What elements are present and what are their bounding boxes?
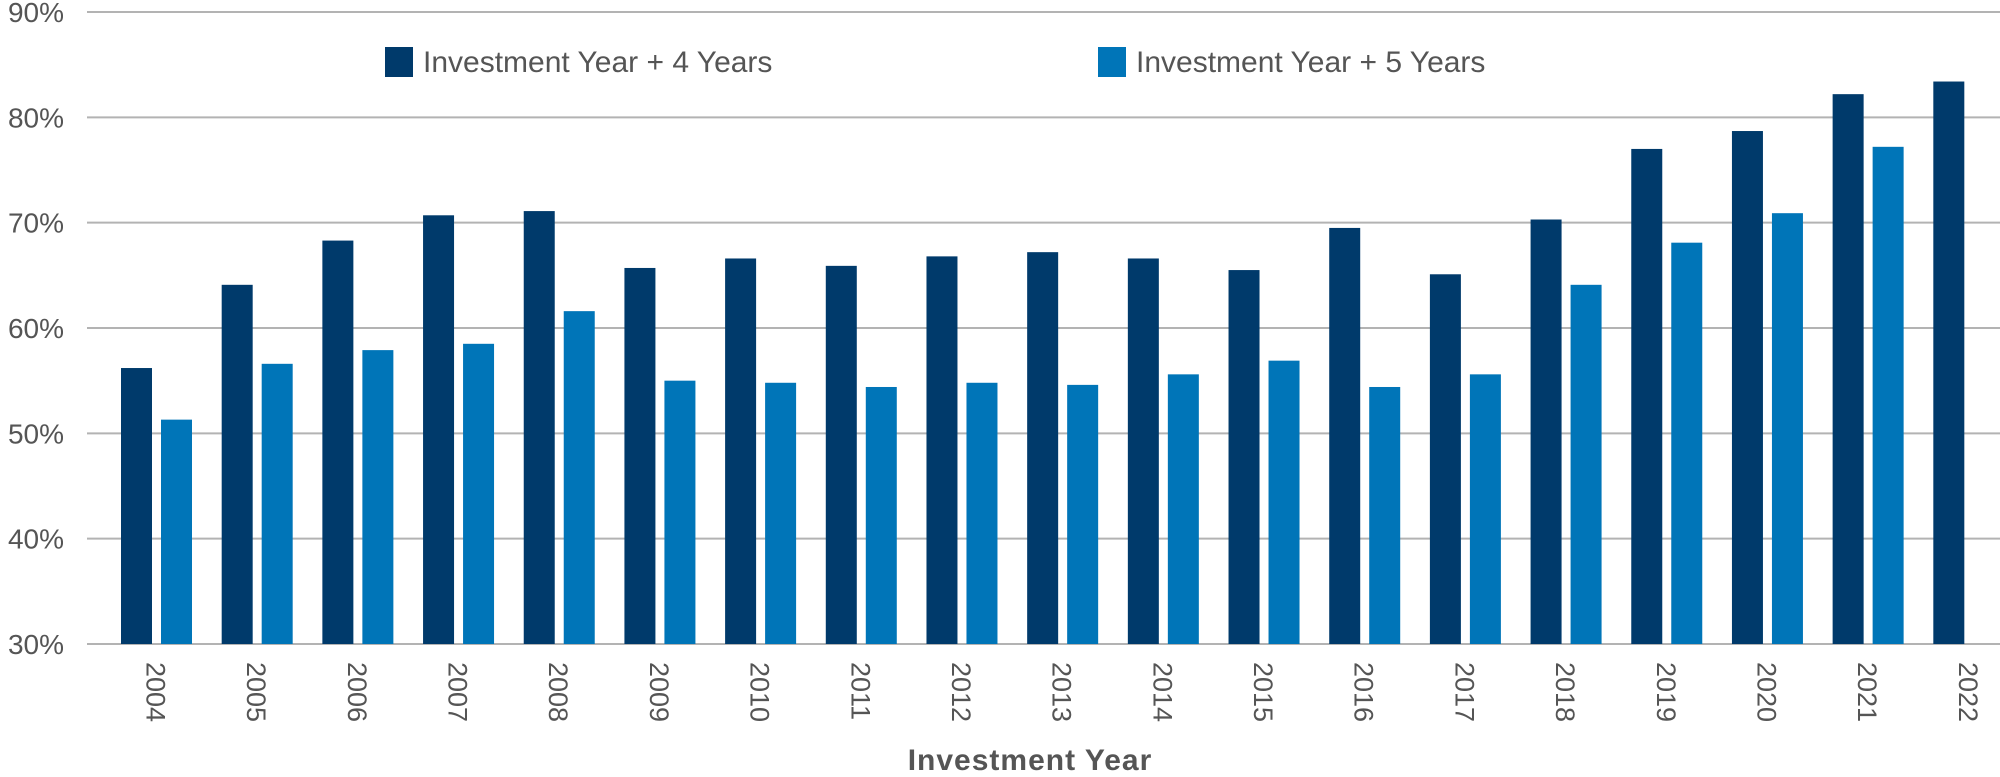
y-axis-ticks: 30% 40% 50% 60% 70% 80% 90% xyxy=(8,0,64,660)
legend-label-series-2: Investment Year + 5 Years xyxy=(1136,46,1485,79)
x-tick-label-2008: 2008 xyxy=(543,662,573,722)
y-tick-label: 60% xyxy=(8,313,64,344)
bar-2016-series-1 xyxy=(1329,227,1361,644)
bar-2021-series-2 xyxy=(1872,146,1904,644)
bar-2005-series-2 xyxy=(261,363,293,644)
bar-2019-series-1 xyxy=(1631,148,1663,644)
bar-2022-series-1 xyxy=(1933,81,1965,644)
bar-2006-series-2 xyxy=(362,350,394,644)
bar-2008-series-2 xyxy=(563,311,595,644)
x-tick-label-2006: 2006 xyxy=(342,662,372,722)
x-tick-label-2020: 2020 xyxy=(1751,662,1781,722)
bar-2007-series-2 xyxy=(463,343,495,644)
bar-2015-series-1 xyxy=(1228,270,1260,644)
bar-2011-series-1 xyxy=(825,265,857,644)
bar-2006-series-1 xyxy=(322,240,354,644)
bar-2021-series-1 xyxy=(1832,94,1864,644)
x-tick-label-2012: 2012 xyxy=(946,662,976,722)
bar-2017-series-1 xyxy=(1429,274,1461,644)
bar-2010-series-1 xyxy=(725,258,757,644)
x-tick-label-2007: 2007 xyxy=(443,662,473,722)
x-axis-title: Investment Year xyxy=(908,744,1153,777)
x-tick-label-2015: 2015 xyxy=(1248,662,1278,722)
x-tick-label-2005: 2005 xyxy=(241,662,271,722)
bar-2013-series-1 xyxy=(1027,252,1059,644)
bar-2020-series-1 xyxy=(1731,131,1763,644)
bar-2012-series-2 xyxy=(966,382,998,644)
bar-2014-series-2 xyxy=(1167,374,1199,644)
bar-2015-series-2 xyxy=(1268,360,1300,644)
bar-2008-series-1 xyxy=(523,211,555,644)
x-tick-label-2022: 2022 xyxy=(1953,662,1983,722)
bar-2018-series-2 xyxy=(1570,284,1602,644)
x-tick-label-2016: 2016 xyxy=(1349,662,1379,722)
bars xyxy=(121,81,1965,645)
bar-2007-series-1 xyxy=(423,215,455,644)
x-tick-label-2017: 2017 xyxy=(1449,662,1479,722)
bar-2004-series-1 xyxy=(121,368,152,644)
x-tick-label-2009: 2009 xyxy=(644,662,674,722)
legend-swatch-series-1 xyxy=(385,47,413,77)
x-tick-label-2011: 2011 xyxy=(845,662,875,720)
bar-2005-series-1 xyxy=(221,284,253,644)
y-tick-label: 80% xyxy=(8,102,64,133)
bar-2020-series-2 xyxy=(1771,213,1803,645)
bar-2018-series-1 xyxy=(1530,219,1562,645)
bar-2012-series-1 xyxy=(926,256,958,644)
x-tick-label-2004: 2004 xyxy=(141,662,171,722)
bar-2009-series-1 xyxy=(624,267,656,644)
x-tick-label-2018: 2018 xyxy=(1550,662,1580,722)
x-tick-label-2021: 2021 xyxy=(1852,662,1882,722)
bar-2004-series-2 xyxy=(161,419,192,644)
bar-2019-series-2 xyxy=(1671,242,1703,644)
x-tick-label-2014: 2014 xyxy=(1147,662,1177,722)
legend: Investment Year + 4 Years Investment Yea… xyxy=(385,46,1485,79)
bar-2013-series-2 xyxy=(1067,384,1099,644)
y-tick-label: 30% xyxy=(8,629,64,660)
bar-2009-series-2 xyxy=(664,380,696,644)
bar-2016-series-2 xyxy=(1369,386,1401,644)
x-tick-label-2019: 2019 xyxy=(1651,662,1681,722)
y-tick-label: 70% xyxy=(8,208,64,239)
bar-2014-series-1 xyxy=(1127,258,1159,644)
x-tick-label-2013: 2013 xyxy=(1047,662,1077,722)
bar-2010-series-2 xyxy=(765,382,797,644)
legend-swatch-series-2 xyxy=(1098,47,1126,77)
x-tick-label-2010: 2010 xyxy=(745,662,775,722)
y-tick-label: 40% xyxy=(8,524,64,555)
y-tick-label: 50% xyxy=(8,418,64,449)
bar-2011-series-2 xyxy=(865,386,897,644)
y-tick-label: 90% xyxy=(8,0,64,28)
x-axis-ticks: 2004 2005 2006 2007 2008 2009 2010 2011 2012 2013… xyxy=(141,662,1983,722)
bar-2017-series-2 xyxy=(1469,374,1501,644)
legend-label-series-1: Investment Year + 4 Years xyxy=(423,46,772,79)
